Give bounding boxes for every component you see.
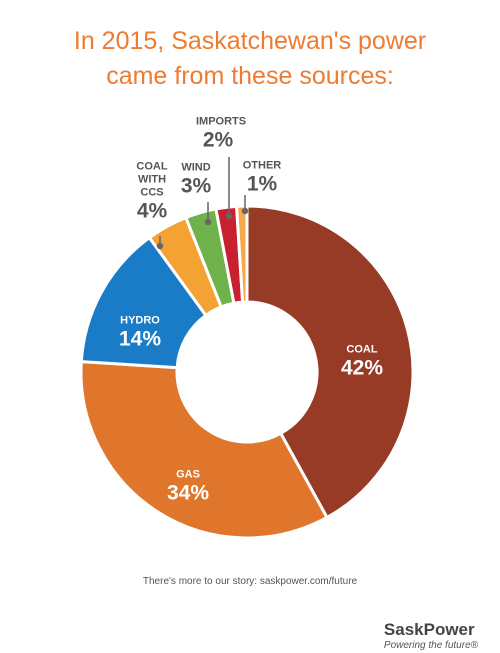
- chart-title: In 2015, Saskatchewan's power came from …: [73, 27, 427, 90]
- logo: SaskPower Powering the future®: [384, 620, 478, 651]
- slice-label: GAS 34%: [143, 469, 233, 506]
- value-label: 3%: [180, 174, 212, 198]
- leader-dot: [156, 242, 164, 250]
- slice-label: WIND 3%: [174, 162, 218, 199]
- footer: There's more to our story: saskpower.com…: [142, 576, 358, 587]
- leader-dot: [241, 207, 249, 215]
- category-label: OTHER: [242, 159, 282, 172]
- category-label: COAL: [346, 343, 378, 356]
- donut-slice: [245, 204, 415, 520]
- category-label: WIND: [181, 161, 211, 174]
- category-label: GAS: [176, 468, 200, 481]
- value-label: 2%: [202, 128, 234, 152]
- slice-label: COAL WITH CCS 4%: [130, 161, 174, 224]
- logo-tagline: Powering the future®: [383, 640, 478, 651]
- donut-slice: [234, 204, 249, 304]
- value-label: 14%: [118, 327, 162, 351]
- slice-label: OTHER 1%: [240, 160, 284, 197]
- logo-name: SaskPower: [383, 620, 475, 639]
- value-label: 1%: [246, 172, 278, 196]
- donut-slice: [79, 359, 330, 540]
- value-label: 42%: [340, 356, 384, 380]
- value-label: 34%: [166, 481, 210, 505]
- donut-slice: [79, 235, 208, 370]
- leader-lines: [156, 157, 249, 250]
- leader-dot: [204, 218, 212, 226]
- value-label: 4%: [136, 199, 168, 223]
- slice-label: COAL 42%: [317, 344, 407, 381]
- category-label: COAL WITH CCS: [136, 160, 168, 199]
- category-label: HYDRO: [120, 314, 160, 327]
- leader-dot: [225, 212, 233, 220]
- slice-label: HYDRO 14%: [95, 315, 185, 352]
- slice-label: IMPORTS 2%: [196, 115, 247, 153]
- category-label: IMPORTS: [196, 115, 247, 128]
